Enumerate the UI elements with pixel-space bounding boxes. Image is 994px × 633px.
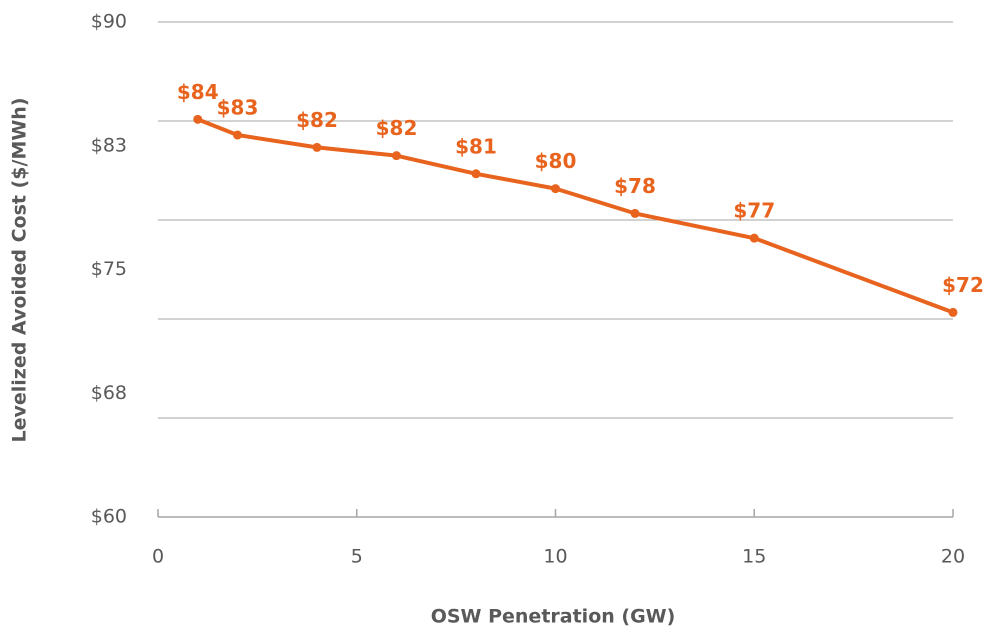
data-point bbox=[630, 208, 640, 218]
data-label: $77 bbox=[733, 199, 775, 223]
data-label: $83 bbox=[217, 96, 259, 120]
y-tick-label: $83 bbox=[91, 134, 127, 156]
data-label: $82 bbox=[376, 116, 418, 140]
y-tick-label: $68 bbox=[91, 382, 127, 404]
data-label: $84 bbox=[177, 80, 219, 104]
x-tick-label: 5 bbox=[351, 546, 363, 568]
x-axis-title: OSW Penetration (GW) bbox=[431, 606, 676, 628]
y-axis-title: Levelized Avoided Cost ($/MWh) bbox=[9, 97, 31, 442]
data-label: $80 bbox=[535, 149, 577, 173]
data-point bbox=[312, 142, 322, 152]
data-point bbox=[551, 184, 560, 194]
y-tick-label: $90 bbox=[91, 11, 127, 33]
data-label: $81 bbox=[455, 134, 497, 158]
x-tick-label: 10 bbox=[543, 546, 567, 568]
x-tick-label: 0 bbox=[152, 546, 164, 568]
data-point bbox=[193, 114, 203, 124]
data-label: $82 bbox=[296, 108, 338, 132]
data-point bbox=[233, 130, 242, 140]
data-label: $78 bbox=[614, 174, 656, 198]
x-tick-label: 15 bbox=[742, 546, 766, 568]
data-point bbox=[471, 169, 481, 179]
y-tick-label: $60 bbox=[91, 506, 127, 528]
data-label: $72 bbox=[942, 273, 984, 297]
x-tick-label: 20 bbox=[941, 546, 965, 568]
data-point bbox=[392, 151, 401, 161]
y-tick-label: $75 bbox=[91, 258, 127, 280]
data-point bbox=[948, 307, 958, 317]
data-point bbox=[749, 233, 759, 243]
